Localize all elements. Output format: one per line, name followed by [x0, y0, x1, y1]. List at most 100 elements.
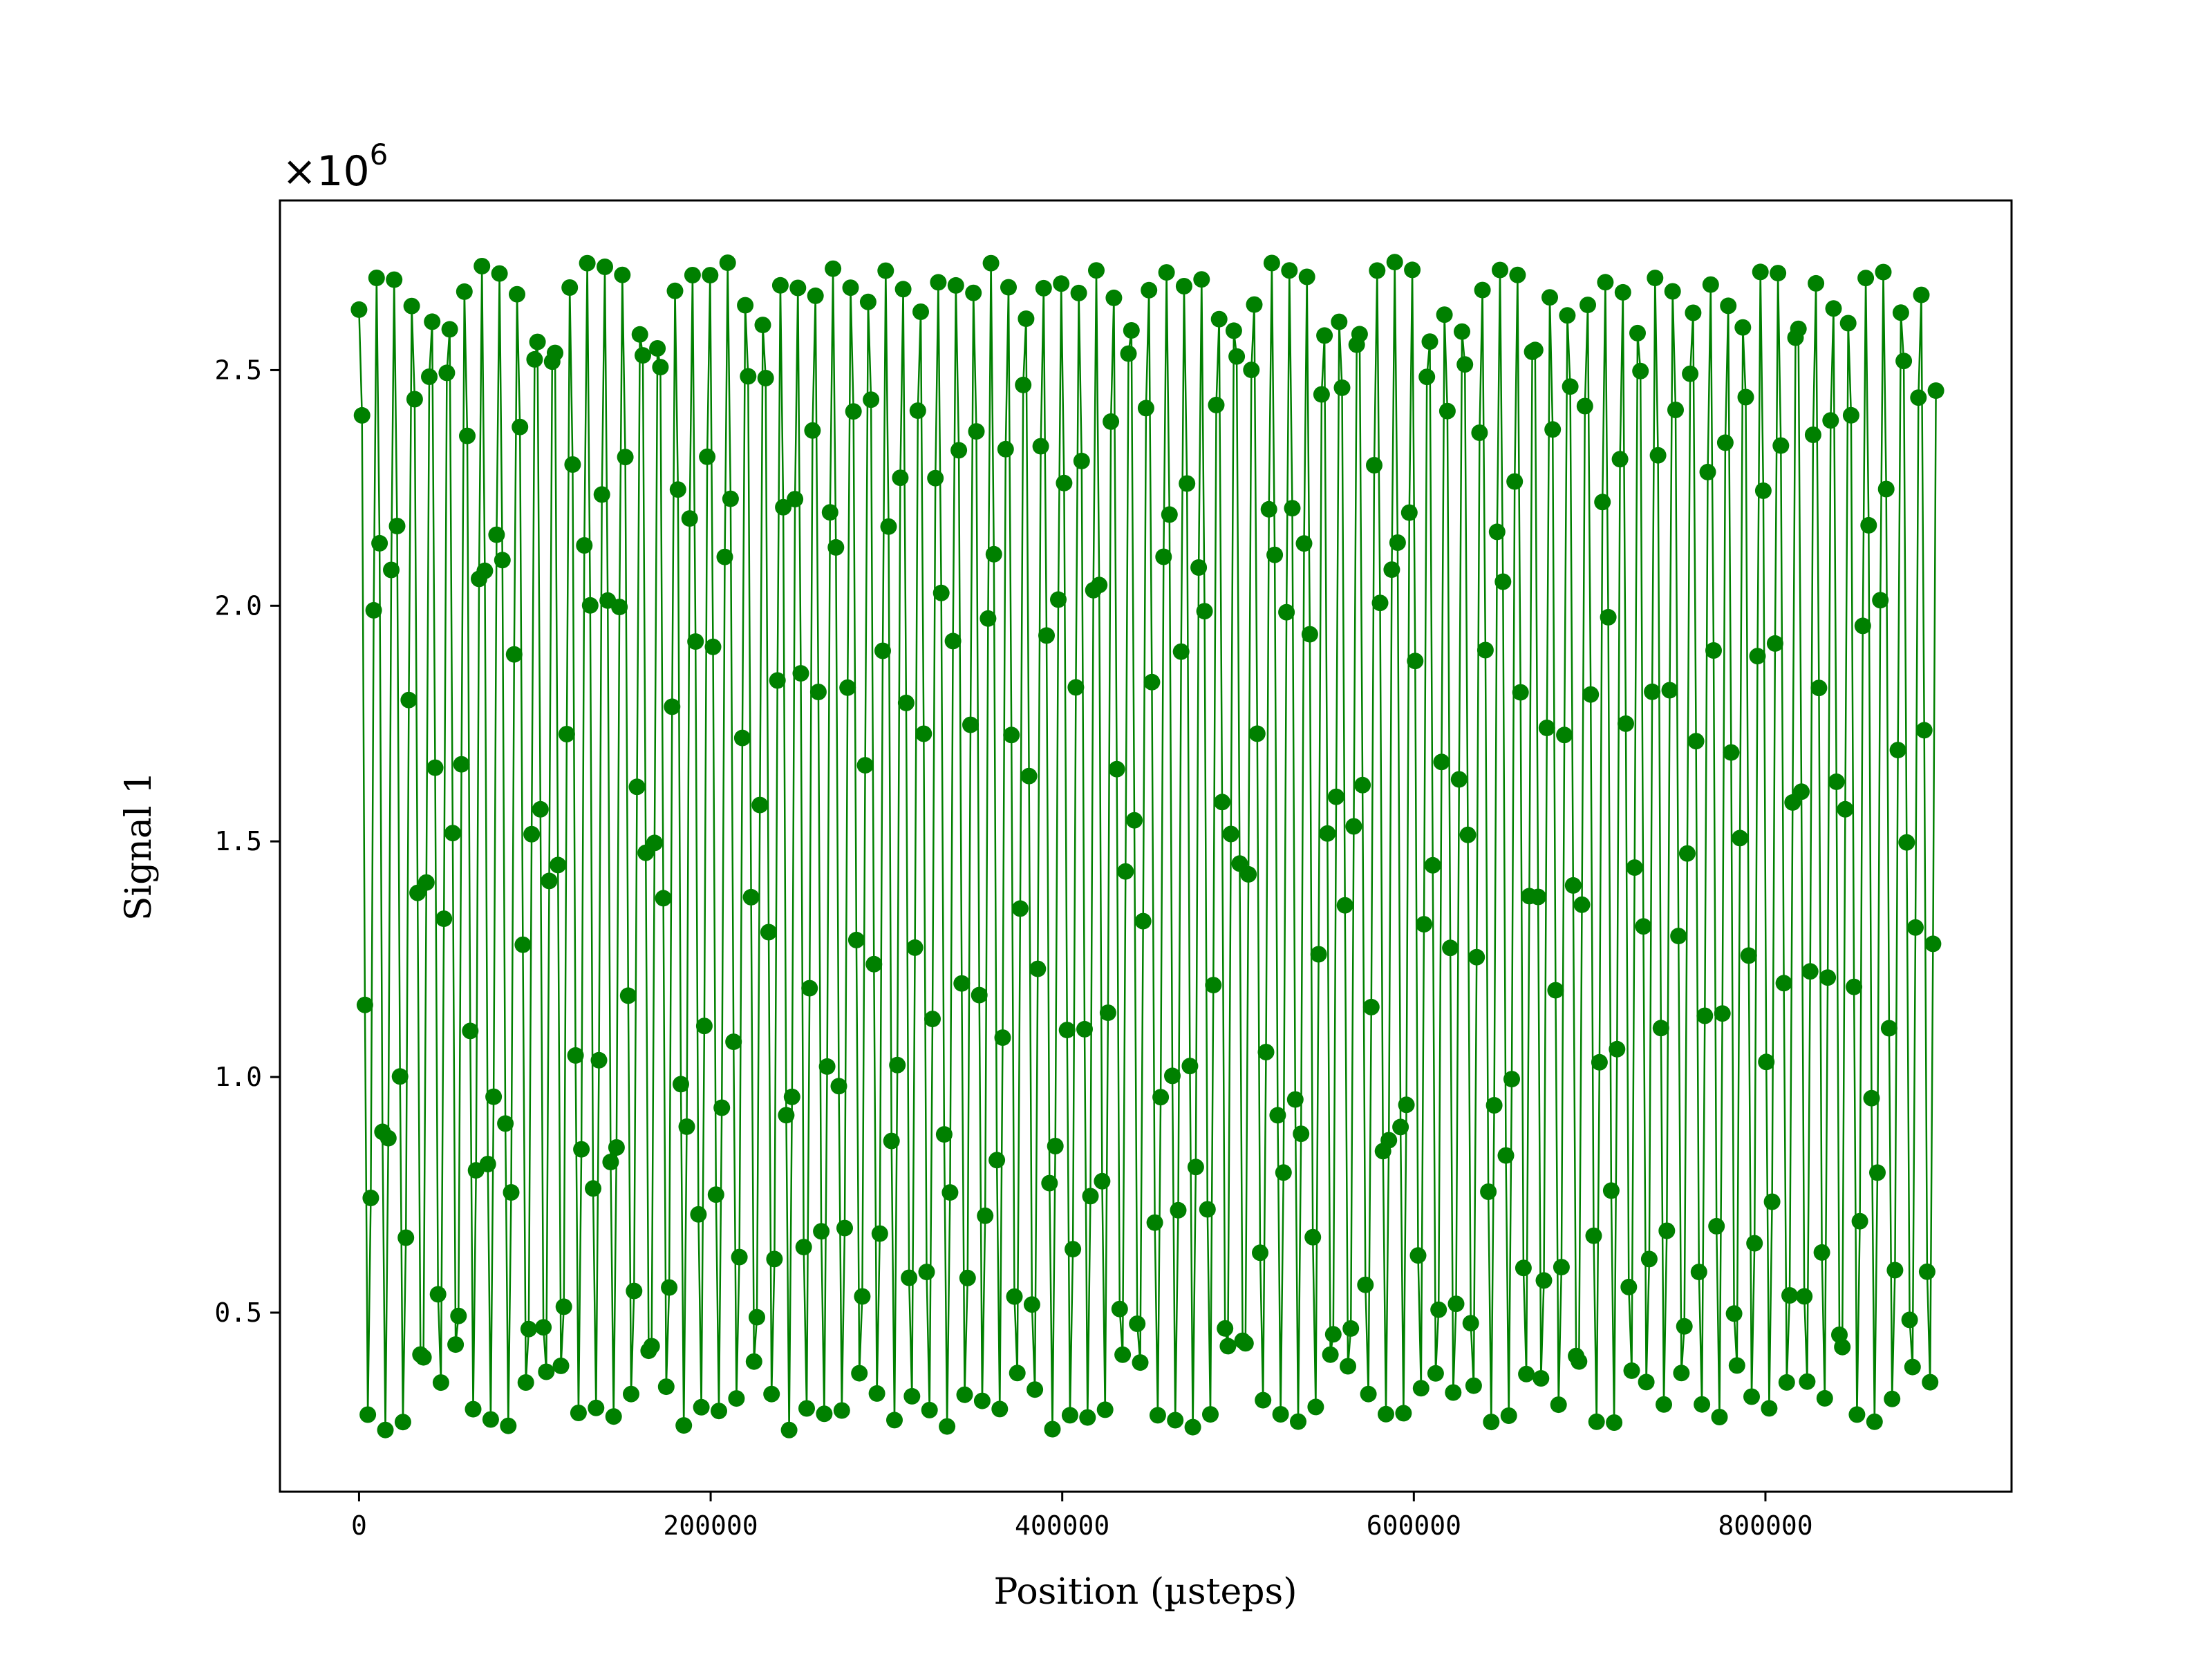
data-point: [1661, 682, 1678, 699]
data-point: [1392, 1118, 1409, 1136]
data-point: [1304, 1228, 1322, 1246]
data-point: [1290, 1413, 1306, 1430]
data-point: [912, 303, 929, 320]
data-point: [745, 1353, 762, 1370]
data-point: [1447, 1295, 1465, 1313]
data-point: [561, 279, 579, 296]
data-point: [494, 552, 511, 569]
data-point: [1293, 1125, 1310, 1143]
data-point: [628, 778, 646, 796]
data-point: [505, 646, 523, 663]
data-point: [441, 321, 458, 338]
data-point: [1875, 263, 1892, 281]
data-point: [1749, 648, 1766, 665]
data-point: [1725, 1305, 1743, 1322]
data-point: [757, 370, 774, 386]
data-point: [1096, 1401, 1114, 1418]
data-point: [1535, 1272, 1553, 1289]
x-tick-label: 800000: [1718, 1510, 1812, 1541]
data-point: [649, 340, 666, 357]
data-point: [903, 1387, 921, 1405]
data-point: [1895, 353, 1913, 370]
data-point: [1222, 825, 1239, 843]
data-point: [1696, 1007, 1714, 1024]
data-point: [1647, 270, 1664, 287]
data-point: [1474, 281, 1491, 299]
data-point: [1732, 830, 1749, 847]
data-point: [1310, 946, 1327, 963]
data-point: [1143, 673, 1161, 691]
data-point: [944, 632, 962, 650]
data-point: [1424, 856, 1441, 874]
data-point: [1237, 1335, 1254, 1352]
data-point: [371, 534, 388, 552]
data-point: [874, 642, 891, 659]
data-point: [1685, 304, 1702, 321]
data-point: [1351, 326, 1368, 343]
data-point: [1822, 412, 1839, 429]
data-point: [813, 1223, 830, 1240]
data-point: [655, 890, 672, 907]
data-point: [742, 888, 760, 906]
data-point: [1898, 834, 1915, 851]
data-point: [988, 1152, 1006, 1169]
data-point: [1088, 262, 1105, 279]
data-point: [1409, 1247, 1427, 1264]
data-point: [1687, 733, 1705, 750]
data-point: [1480, 1183, 1497, 1200]
data-point: [1023, 1296, 1040, 1313]
data-point: [678, 1118, 695, 1135]
data-point: [1597, 274, 1614, 291]
data-point: [836, 1219, 853, 1237]
data-point: [1275, 1164, 1292, 1181]
data-point: [1149, 1407, 1166, 1424]
data-point: [406, 391, 423, 408]
data-point: [1079, 1409, 1096, 1426]
data-point: [350, 301, 368, 318]
data-point: [1219, 1338, 1237, 1355]
data-point: [1494, 573, 1512, 590]
data-point: [1006, 1288, 1023, 1305]
data-point: [1179, 475, 1196, 492]
data-point: [1433, 753, 1450, 771]
data-point: [602, 1154, 619, 1170]
data-point: [1828, 773, 1845, 790]
y-multiplier-base: ×10: [282, 147, 370, 196]
data-point: [1286, 1091, 1304, 1108]
series-group: [350, 254, 1944, 1438]
data-point: [947, 276, 964, 294]
data-point: [1533, 1370, 1550, 1387]
data-point: [807, 287, 824, 304]
data-point: [982, 254, 1000, 272]
data-point: [1009, 1365, 1026, 1382]
data-point: [1155, 548, 1172, 565]
data-point: [550, 856, 567, 874]
data-point: [1114, 1346, 1132, 1363]
data-point: [1416, 916, 1432, 933]
data-point: [906, 939, 924, 956]
data-point: [1632, 362, 1649, 379]
data-point: [500, 1417, 517, 1434]
data-point: [1804, 427, 1821, 443]
data-point: [438, 364, 456, 382]
data-point: [1407, 653, 1424, 670]
data-point: [497, 1115, 514, 1132]
data-point: [1099, 1004, 1116, 1022]
data-point: [792, 665, 809, 682]
data-point: [985, 545, 1002, 563]
data-point: [1471, 424, 1488, 441]
data-point: [1383, 561, 1400, 579]
data-point: [418, 874, 435, 891]
data-point: [1839, 315, 1857, 332]
data-point: [1658, 1222, 1676, 1239]
data-point: [1694, 1396, 1711, 1413]
data-point: [1161, 506, 1178, 523]
data-point: [1872, 592, 1889, 609]
data-point: [1518, 1365, 1535, 1382]
data-point: [798, 1400, 815, 1417]
data-point: [631, 326, 648, 343]
data-point: [429, 1286, 447, 1303]
data-point: [1105, 289, 1123, 306]
data-point: [1664, 283, 1681, 300]
